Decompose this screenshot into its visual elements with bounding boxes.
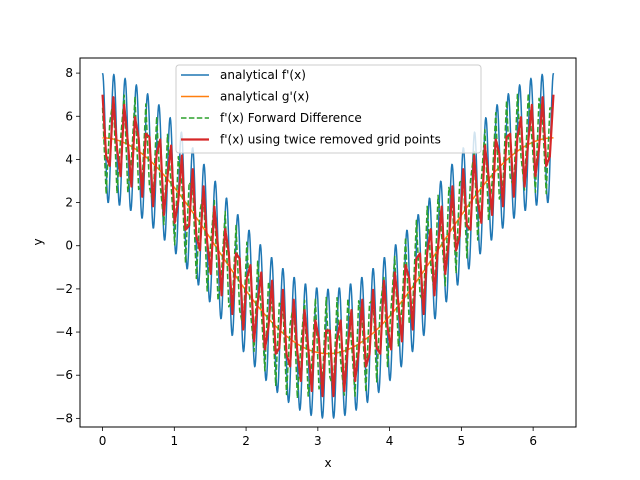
y-tick-label: 2 bbox=[65, 196, 73, 210]
y-axis: −8 −6 −4 −2 0 2 4 6 8 bbox=[55, 66, 80, 425]
x-tick-label: 4 bbox=[386, 434, 394, 448]
y-tick-label: −8 bbox=[55, 411, 73, 425]
y-tick-label: 8 bbox=[65, 66, 73, 80]
plot-frame bbox=[79, 57, 577, 428]
y-tick-label: 0 bbox=[65, 239, 73, 253]
legend-label: analytical g'(x) bbox=[220, 90, 309, 104]
series-layer bbox=[101, 72, 555, 419]
x-tick-label: 0 bbox=[99, 434, 107, 448]
x-axis-label: x bbox=[324, 456, 331, 470]
legend-label: f'(x) Forward Difference bbox=[220, 111, 362, 125]
x-tick-label: 6 bbox=[529, 434, 537, 448]
legend-box bbox=[175, 64, 482, 154]
x-axis: 0 1 2 3 4 5 6 bbox=[99, 427, 537, 448]
x-tick-label: 1 bbox=[170, 434, 178, 448]
legend-label: f'(x) using twice removed grid points bbox=[220, 133, 441, 147]
y-tick-label: −2 bbox=[55, 282, 73, 296]
y-tick-label: −4 bbox=[55, 325, 73, 339]
legend-label: analytical f'(x) bbox=[220, 68, 306, 82]
series-line-4 bbox=[101, 94, 555, 398]
y-axis-label: y bbox=[31, 238, 45, 245]
x-tick-label: 5 bbox=[458, 434, 466, 448]
legend: analytical f'(x) analytical g'(x) f'(x) Fo… bbox=[175, 64, 482, 154]
x-tick-label: 2 bbox=[242, 434, 250, 448]
series-line-3 bbox=[101, 92, 554, 399]
x-tick-label: 3 bbox=[314, 434, 322, 448]
y-tick-label: 6 bbox=[65, 109, 73, 123]
y-tick-label: −6 bbox=[55, 368, 73, 382]
y-tick-label: 4 bbox=[65, 152, 73, 166]
